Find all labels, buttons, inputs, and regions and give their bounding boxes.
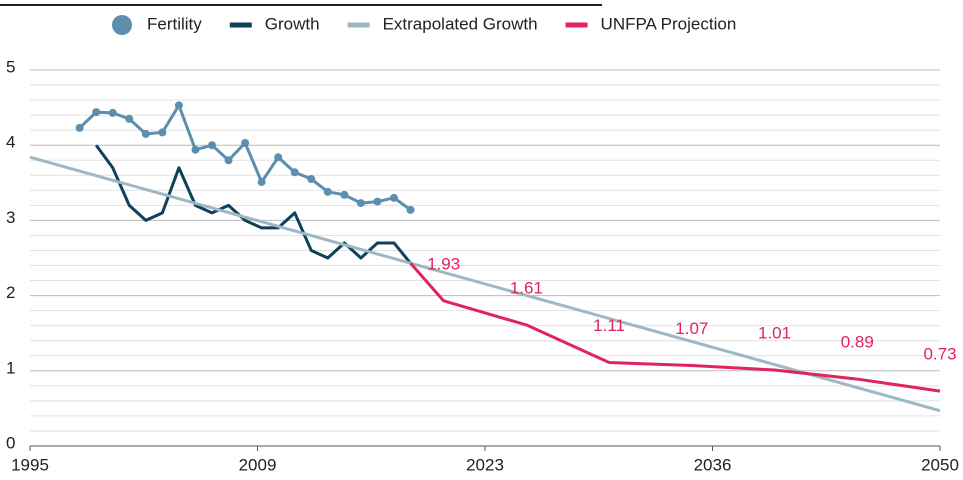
- legend-item: Fertility: [112, 14, 202, 35]
- point: [307, 175, 316, 184]
- point: [290, 168, 299, 177]
- point: [125, 114, 134, 123]
- point: [158, 128, 167, 137]
- point: [323, 187, 332, 196]
- data-label: 1.11: [593, 316, 625, 335]
- point: [174, 101, 183, 110]
- legend-label: UNFPA Projection: [601, 14, 737, 33]
- point: [75, 123, 84, 132]
- legend: Fertility Growth Extrapolated Growth UNFPA …: [112, 14, 736, 35]
- point: [208, 141, 216, 150]
- y-tick-label: 4: [6, 133, 15, 152]
- y-tick-label: 3: [6, 208, 15, 227]
- x-tick-label: 2036: [694, 455, 732, 474]
- legend-label: Fertility: [147, 14, 202, 33]
- y-tick-label: 5: [6, 57, 15, 76]
- point: [340, 190, 349, 199]
- data-label: 1.01: [758, 324, 791, 343]
- data-label: 1.07: [675, 319, 708, 338]
- series-line: [94, 144, 412, 265]
- series-line: [29, 155, 941, 413]
- point: [108, 108, 117, 117]
- y-tick-label: 2: [6, 283, 15, 302]
- point: [191, 145, 200, 154]
- y-tick-label: 1: [6, 358, 15, 377]
- x-tick-label: 2023: [466, 455, 504, 474]
- point: [141, 129, 150, 138]
- x-tick-label: 1995: [11, 455, 49, 474]
- plot: 1.93 1.61 1.11 1.07 1.01 0.89 0.73: [29, 101, 957, 413]
- point: [224, 156, 233, 165]
- y-tick-label: 0: [6, 433, 15, 452]
- series-line: [409, 262, 941, 393]
- legend-item: Extrapolated Growth: [347, 14, 538, 33]
- data-label: 1.93: [427, 254, 460, 273]
- point: [390, 193, 398, 202]
- point: [406, 205, 415, 214]
- point: [274, 153, 283, 162]
- legend-marker: [112, 15, 132, 35]
- legend-item: UNFPA Projection: [565, 14, 737, 33]
- point: [356, 199, 365, 208]
- point: [373, 197, 382, 206]
- data-label: 0.73: [923, 345, 956, 364]
- point: [92, 108, 101, 117]
- data-label: 1.61: [510, 278, 543, 297]
- legend-label: Growth: [265, 14, 320, 33]
- grid: 0 1 2 3 4 5 1995 2009 2023 2036 2050: [6, 57, 959, 474]
- legend-item: Growth: [229, 14, 320, 33]
- data-label: 0.89: [841, 333, 874, 352]
- point: [257, 178, 266, 187]
- legend-label: Extrapolated Growth: [383, 14, 538, 33]
- x-tick-label: 2009: [239, 455, 277, 474]
- point: [241, 138, 250, 147]
- x-tick-label: 2050: [921, 455, 959, 474]
